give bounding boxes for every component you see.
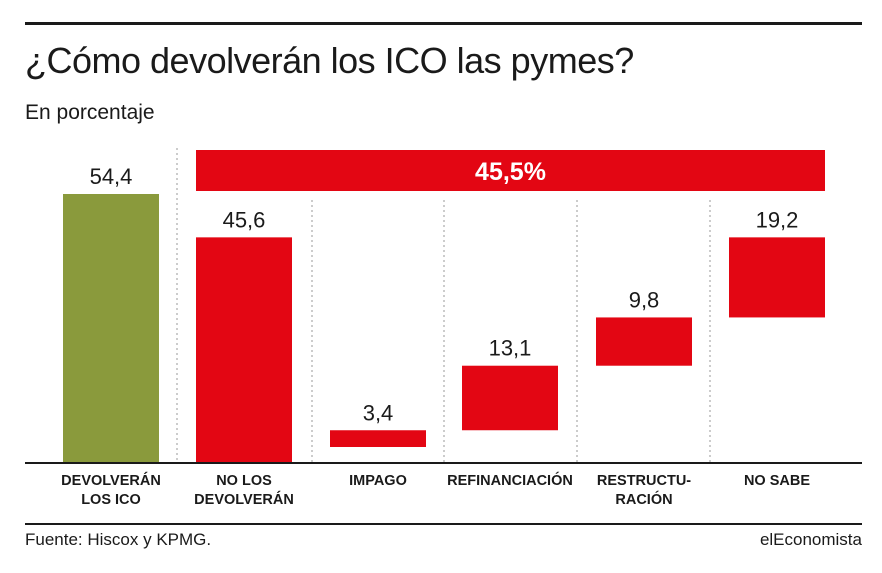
top-rule <box>25 22 862 25</box>
category-label: REFINANCIACIÓN <box>447 471 573 489</box>
chart-title: ¿Cómo devolverán los ICO las pymes? <box>25 40 634 81</box>
source-note: Fuente: Hiscox y KPMG. <box>25 530 212 549</box>
category-label: NO SABE <box>744 473 810 489</box>
category-label: IMPAGO <box>349 473 407 489</box>
value-label: 45,6 <box>223 207 266 232</box>
bar-1 <box>196 237 292 462</box>
bar-2 <box>330 430 426 447</box>
value-label: 3,4 <box>363 400 394 425</box>
bottom-rule <box>25 523 862 525</box>
category-label: DEVOLVERÁN <box>194 491 294 508</box>
category-label: NO LOS <box>216 473 272 489</box>
category-label: RACIÓN <box>615 490 672 508</box>
value-label: 54,4 <box>90 164 133 189</box>
value-label: 19,2 <box>756 207 799 232</box>
value-label: 9,8 <box>629 287 660 312</box>
category-label: DEVOLVERÁN <box>61 472 161 489</box>
bar-3 <box>462 365 558 431</box>
bar-5 <box>729 237 825 318</box>
summary-banner <box>196 150 825 191</box>
bar-0 <box>63 194 159 462</box>
brand-label: elEconomista <box>759 530 862 549</box>
category-label: LOS ICO <box>81 492 141 508</box>
value-label: 13,1 <box>489 336 532 361</box>
bar-4 <box>596 317 692 366</box>
summary-banner-label: 45,5% <box>475 158 546 186</box>
chart-subtitle: En porcentaje <box>25 101 155 124</box>
category-label: RESTRUCTU- <box>597 473 691 489</box>
